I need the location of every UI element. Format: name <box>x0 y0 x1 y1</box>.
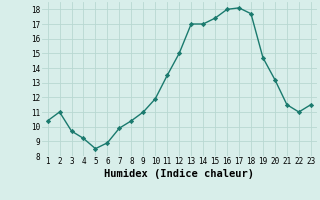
X-axis label: Humidex (Indice chaleur): Humidex (Indice chaleur) <box>104 169 254 179</box>
